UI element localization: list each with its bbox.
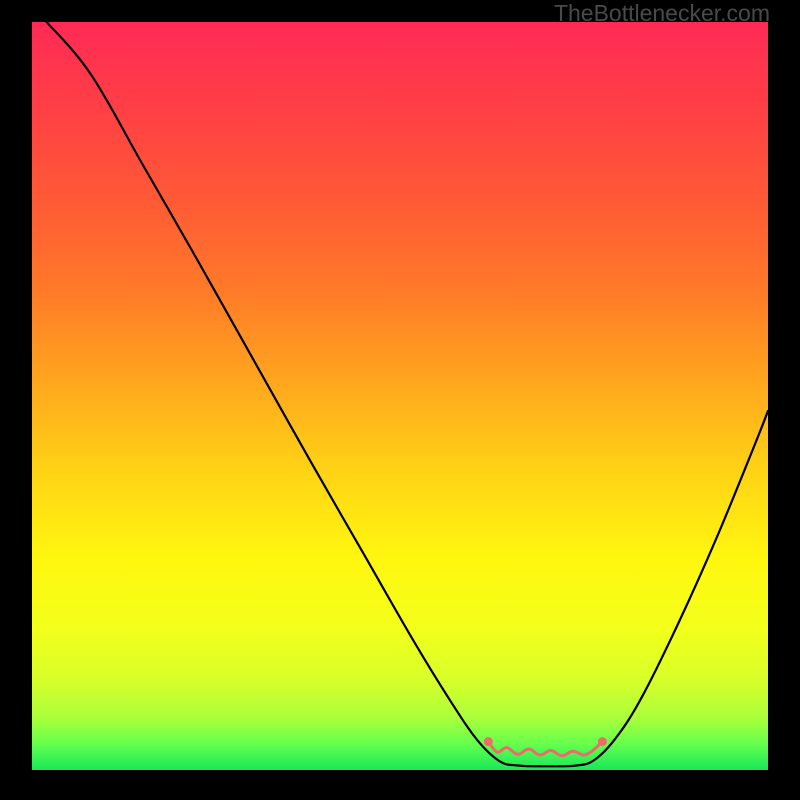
attribution-label: TheBottlenecker.com: [554, 0, 770, 27]
gradient-background: [32, 22, 768, 770]
range-end-dot: [598, 737, 607, 746]
bottleneck-chart: [32, 22, 768, 770]
range-start-dot: [484, 737, 493, 746]
stage: TheBottlenecker.com: [0, 0, 800, 800]
